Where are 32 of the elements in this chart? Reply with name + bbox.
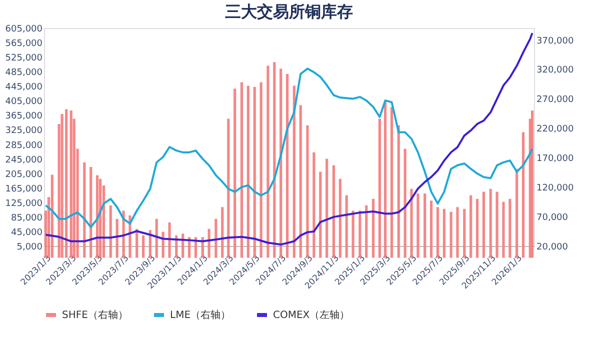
line-series [44,68,534,228]
y-tick-label: 85,000 [11,213,43,224]
y-tick-label: 485,000 [5,68,43,78]
chart-title: 三大交易所铜库存 [225,2,353,21]
y-tick-label: 205,000 [5,170,43,180]
y2-tick-label: 20,000 [536,242,568,252]
y2-tick-label: 70,000 [536,213,568,224]
y2-tick-label: 120,000 [536,184,574,194]
legend-label: SHFE（右轴） [62,309,128,321]
legend-label: COMEX（左轴） [273,309,350,321]
y-tick-label: 565,000 [5,39,43,50]
y-tick-label: 245,000 [5,155,43,166]
y-tick-label: 605,000 [5,24,43,34]
legend-label: LME（右轴） [170,309,231,321]
y-tick-label: 365,000 [5,112,43,122]
y-tick-label: 5,000 [16,242,43,252]
line-series [44,32,534,246]
y2-tick-label: 320,000 [536,66,574,76]
y-tick-label: 45,000 [11,228,43,238]
y2-tick-label: 220,000 [536,124,574,135]
bar [530,110,534,258]
y-tick-label: 325,000 [5,126,43,136]
y-tick-label: 445,000 [5,82,43,93]
y2-tick-label: 270,000 [536,95,574,106]
y2-tick-label: 170,000 [536,154,574,164]
y-tick-label: 525,000 [5,54,43,64]
y-tick-label: 285,000 [5,140,43,151]
y-tick-label: 165,000 [5,184,43,194]
y-tick-label: 405,000 [5,97,43,108]
y2-tick-label: 370,000 [536,36,574,46]
y-tick-label: 125,000 [5,198,43,209]
bar [522,132,525,258]
